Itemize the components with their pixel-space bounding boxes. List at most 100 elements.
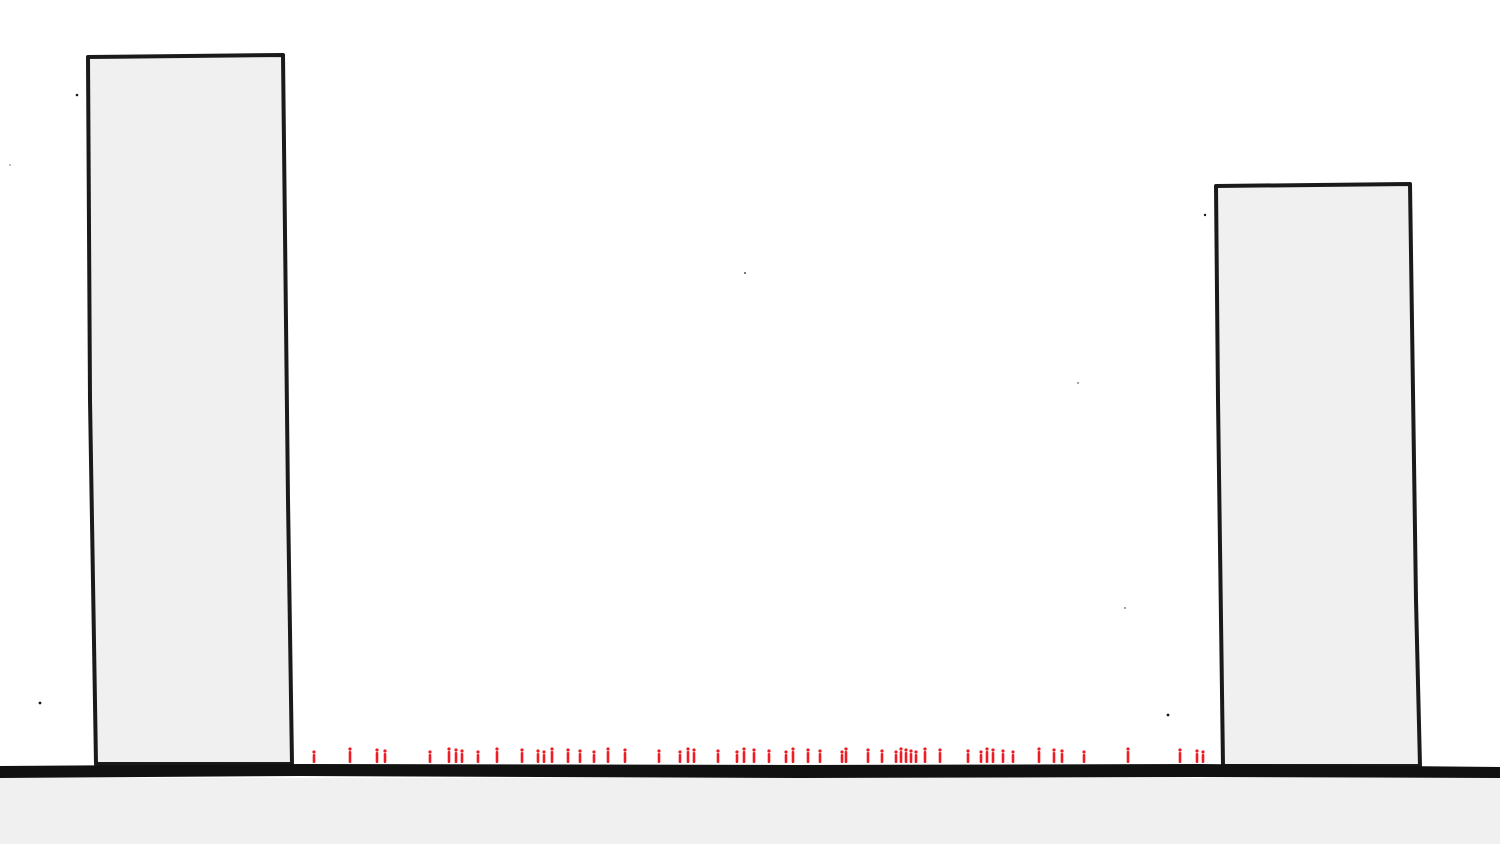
person-head [1082, 750, 1086, 754]
person-head [447, 747, 451, 751]
person-head [657, 749, 661, 753]
person-icon [784, 750, 788, 763]
person-body [979, 754, 983, 763]
person-head [818, 749, 822, 753]
person-icon [383, 749, 387, 763]
person-body [592, 754, 596, 763]
person-head [752, 748, 756, 752]
person-body [692, 752, 696, 763]
person-head [904, 748, 908, 752]
person-icon [909, 749, 913, 763]
person-body [840, 754, 844, 763]
short-building-right [1214, 182, 1422, 768]
person-head [383, 749, 387, 753]
person-body [542, 754, 546, 763]
person-body [428, 754, 432, 763]
person-icon [742, 747, 746, 763]
person-head [566, 748, 570, 752]
person-head [909, 749, 913, 753]
person-icon [914, 750, 918, 763]
speck [9, 164, 11, 166]
speck [1124, 607, 1126, 609]
person-head [866, 748, 870, 752]
person-icon [520, 748, 524, 763]
person-icon [844, 747, 848, 763]
person-icon [1126, 747, 1130, 763]
person-body [476, 754, 480, 763]
person-head [1060, 749, 1064, 753]
person-icon [536, 749, 540, 763]
person-body [550, 751, 554, 763]
person-icon [578, 749, 582, 763]
speck [38, 701, 42, 705]
person-icon [375, 748, 379, 763]
person-icon [606, 747, 610, 763]
person-body [818, 753, 822, 763]
person-head [840, 750, 844, 754]
person-head [844, 747, 848, 751]
person-head [348, 747, 352, 751]
person-head [428, 750, 432, 754]
person-body [623, 752, 627, 763]
person-head [938, 748, 942, 752]
person-body [678, 754, 682, 763]
speck [744, 272, 746, 274]
person-icon [312, 750, 316, 763]
person-head [692, 748, 696, 752]
person-body [966, 753, 970, 763]
person-icon [550, 747, 554, 763]
person-head [1195, 749, 1199, 753]
person-body [716, 753, 720, 763]
foreground-strip [0, 778, 1500, 844]
person-icon [495, 747, 499, 763]
person-body [991, 752, 995, 763]
person-body [866, 752, 870, 763]
person-icon [476, 750, 480, 763]
person-body [447, 751, 451, 763]
person-head [784, 750, 788, 754]
person-icon [716, 749, 720, 763]
person-head [806, 748, 810, 752]
person-icon [623, 748, 627, 763]
person-body [735, 754, 739, 763]
person-icon [1037, 747, 1041, 763]
person-icon [678, 750, 682, 763]
person-head [495, 747, 499, 751]
person-head [678, 750, 682, 754]
person-icon [1201, 750, 1205, 763]
person-head [375, 748, 379, 752]
person-body [578, 753, 582, 763]
person-icon [1195, 749, 1199, 763]
person-body [495, 751, 499, 763]
person-icon [1060, 749, 1064, 763]
person-icon [899, 747, 903, 763]
person-body [806, 752, 810, 763]
person-head [460, 749, 464, 753]
person-head [914, 750, 918, 754]
person-body [742, 751, 746, 763]
person-icon [923, 747, 927, 763]
person-body [1001, 753, 1005, 763]
person-icon [791, 747, 795, 763]
person-head [716, 749, 720, 753]
person-icon [991, 748, 995, 763]
person-body [566, 752, 570, 763]
person-icon [454, 748, 458, 763]
person-body [536, 753, 540, 763]
person-icon [818, 749, 822, 763]
person-icon [542, 750, 546, 763]
person-icon [657, 749, 661, 763]
person-icon [752, 748, 756, 763]
person-body [1126, 751, 1130, 763]
person-head [1037, 747, 1041, 751]
person-icon [767, 749, 771, 763]
person-body [1178, 752, 1182, 763]
person-icon [904, 748, 908, 763]
person-head [880, 749, 884, 753]
person-icon [348, 747, 352, 763]
person-body [894, 754, 898, 763]
person-body [899, 751, 903, 763]
person-icon [979, 750, 983, 763]
person-body [752, 752, 756, 763]
person-body [1037, 751, 1041, 763]
